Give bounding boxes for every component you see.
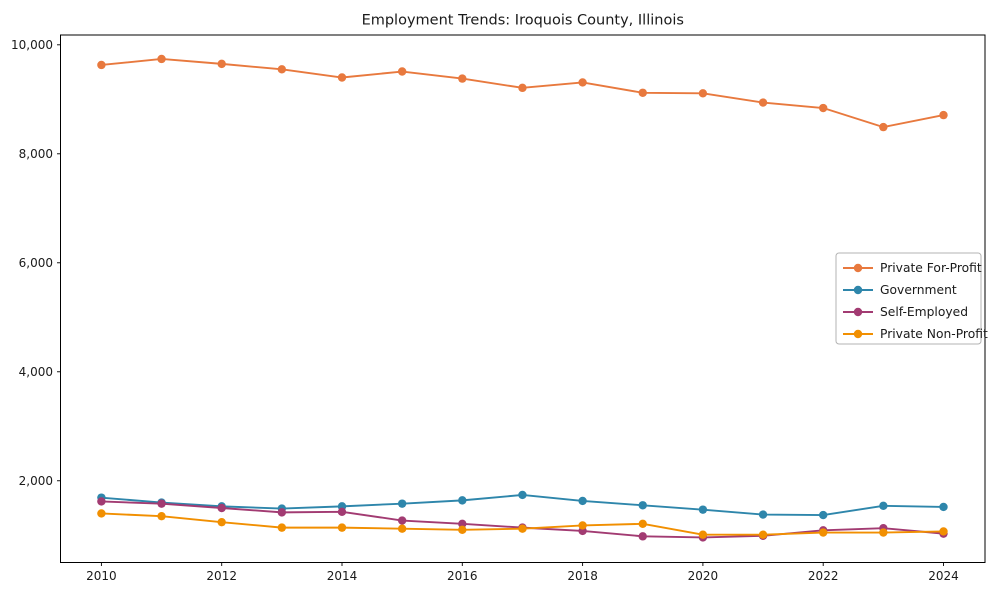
data-point-government-2023 [879,501,888,511]
data-point-government-2015 [397,499,407,508]
data-point-self-employed-2012 [217,503,226,513]
data-point-government-2020 [698,505,708,514]
y-axis-tick-label: 2,000 [19,474,53,488]
legend-item-private-for-profit: Private For-Profit [843,261,982,275]
data-point-private-for-profit-2021 [758,98,768,107]
data-point-private-for-profit-2016 [458,74,467,83]
data-point-government-2021 [758,510,768,519]
data-point-private-non-profit-2022 [818,528,828,537]
legend-label: Government [880,283,957,297]
x-axis-tick-label: 2012 [206,569,237,583]
data-point-private-non-profit-2019 [638,519,647,529]
data-point-private-non-profit-2021 [758,530,768,539]
data-point-private-non-profit-2015 [397,524,407,533]
data-point-government-2016 [458,496,467,505]
y-axis-tick-label: 10,000 [11,38,53,52]
plot-area-border [60,34,986,563]
data-point-private-for-profit-2023 [879,122,888,132]
legend: Private For-Profit Government Self-Employe… [835,252,988,345]
data-point-private-non-profit-2024 [939,527,948,536]
x-axis-tick-label: 2010 [86,569,117,583]
data-point-government-2024 [939,502,948,512]
x-axis-tick-label: 2016 [447,569,478,583]
legend-item-self-employed: Self-Employed [843,305,968,319]
data-point-government-2019 [638,501,647,510]
data-point-private-non-profit-2020 [698,530,708,539]
data-point-self-employed-2011 [157,499,166,508]
data-point-private-for-profit-2017 [518,83,527,93]
legend-label: Private Non-Profit [880,327,988,341]
data-point-private-non-profit-2010 [97,509,106,518]
data-point-self-employed-2015 [397,516,407,525]
legend-label: Private For-Profit [880,261,982,275]
data-point-government-2022 [818,510,828,520]
y-axis-tick-label: 8,000 [19,147,53,161]
data-point-private-for-profit-2011 [157,54,166,64]
y-axis-tick-label: 6,000 [19,256,53,270]
x-axis-tick-label: 2024 [928,569,959,583]
data-point-private-non-profit-2012 [217,517,226,527]
legend-marker-dot [853,263,863,273]
series-private-non-profit [97,509,948,539]
data-point-self-employed-2016 [458,519,467,529]
data-point-government-2018 [578,496,587,506]
x-axis-tick-label: 2018 [567,569,598,583]
series-government [97,490,948,520]
data-point-self-employed-2014 [337,507,347,517]
data-point-self-employed-2013 [277,508,287,517]
data-point-private-non-profit-2014 [337,523,347,532]
y-axis-tick-label: 4,000 [19,365,53,379]
data-point-self-employed-2010 [97,497,106,506]
series-private-for-profit [97,54,948,132]
data-point-private-non-profit-2016 [458,525,467,535]
legend-item-private-non-profit: Private Non-Profit [843,327,988,341]
legend-box [835,252,982,345]
data-point-private-for-profit-2018 [578,78,587,87]
x-axis-tick-label: 2014 [327,569,358,583]
data-point-private-non-profit-2011 [157,511,166,521]
x-axis-tick-label: 2022 [808,569,839,583]
legend-marker-dot [853,307,863,317]
data-point-private-for-profit-2015 [397,67,407,76]
legend-item-government: Government [843,283,957,297]
legend-marker-dot [853,285,863,295]
data-point-private-non-profit-2023 [879,528,888,537]
data-point-self-employed-2019 [638,532,647,541]
data-point-private-non-profit-2013 [277,523,287,532]
chart-title: Employment Trends: Iroquois County, Illi… [362,13,684,29]
data-point-private-non-profit-2017 [518,524,527,533]
data-point-private-for-profit-2019 [638,88,647,97]
legend-marker-dot [853,329,863,339]
data-point-government-2017 [518,490,527,500]
series-line-private-for-profit [100,58,945,129]
data-point-private-for-profit-2024 [939,110,948,120]
data-point-private-non-profit-2018 [578,521,587,530]
data-point-private-for-profit-2012 [217,59,226,69]
legend-label: Self-Employed [880,305,968,319]
data-point-private-for-profit-2022 [818,103,828,113]
data-point-private-for-profit-2010 [97,60,106,70]
x-axis-tick-label: 2020 [688,569,719,583]
data-point-private-for-profit-2020 [698,89,708,98]
data-point-private-for-profit-2014 [337,73,347,82]
data-point-private-for-profit-2013 [277,65,287,74]
